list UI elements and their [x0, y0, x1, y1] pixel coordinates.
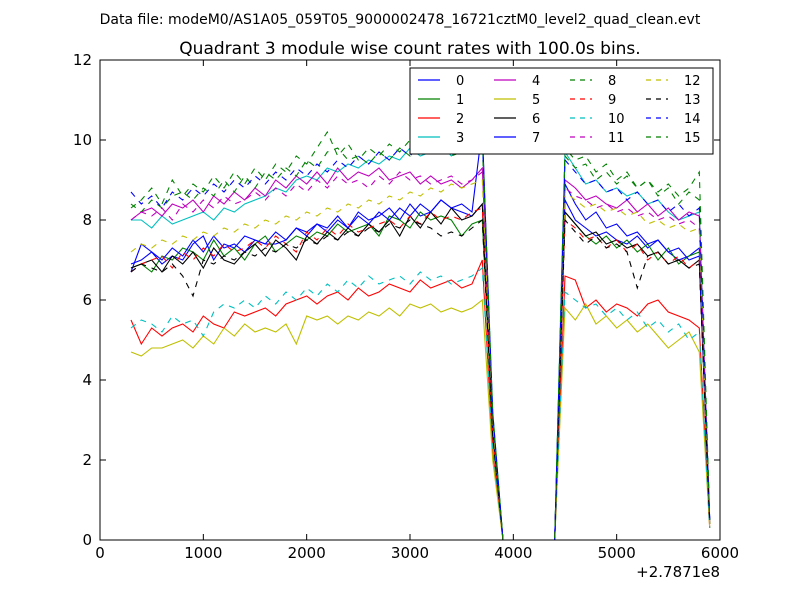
legend-label-6: 6 [532, 112, 540, 127]
x-tick-label: 6000 [701, 544, 739, 562]
legend-label-1: 1 [456, 93, 464, 108]
x-tick-label: 2000 [288, 544, 326, 562]
figure-suptitle: Data file: modeM0/AS1A05_059T05_90000024… [100, 12, 701, 28]
y-tick-label: 12 [73, 51, 92, 69]
series-line-12 [130, 179, 711, 540]
x-tick-label: 4000 [494, 544, 532, 562]
series-line-1 [130, 210, 711, 540]
legend-label-10: 10 [608, 112, 625, 127]
series-line-13 [130, 218, 711, 540]
x-tick-label: 3000 [391, 544, 429, 562]
legend-label-11: 11 [608, 131, 625, 146]
y-tick-label: 10 [73, 131, 92, 149]
legend-label-15: 15 [684, 131, 701, 146]
legend-label-8: 8 [608, 74, 616, 89]
y-tick-label: 8 [82, 211, 92, 229]
series-line-15 [130, 129, 711, 540]
y-tick-label: 6 [82, 291, 92, 309]
legend-label-5: 5 [532, 93, 540, 108]
legend-label-13: 13 [684, 93, 701, 108]
legend-label-14: 14 [684, 112, 701, 127]
series-line-8 [130, 143, 711, 540]
series-line-11 [130, 170, 711, 540]
y-tick-label: 0 [82, 531, 92, 549]
legend-label-9: 9 [608, 93, 616, 108]
legend-label-2: 2 [456, 112, 464, 127]
series-line-3 [131, 138, 711, 540]
series-line-5 [130, 298, 711, 540]
x-tick-label: 5000 [598, 544, 636, 562]
legend-box [409, 67, 714, 155]
x-offset-label: +2.7871e8 [636, 563, 720, 581]
legend-label-0: 0 [456, 74, 464, 89]
x-tick-label: 1000 [184, 544, 222, 562]
series-line-6 [130, 202, 711, 540]
y-tick-label: 4 [82, 371, 92, 389]
series-line-10 [130, 266, 711, 540]
x-axis: 0 1000 2000 3000 4000 5000 6000 [95, 60, 739, 562]
series-line-4 [130, 166, 711, 540]
series-line-2 [130, 259, 711, 540]
legend-label-7: 7 [532, 131, 540, 146]
x-tick-label: 0 [95, 544, 105, 562]
chart-title: Quadrant 3 module wise count rates with … [179, 39, 640, 59]
legend-label-4: 4 [532, 74, 540, 89]
y-tick-label: 2 [82, 451, 92, 469]
legend-label-12: 12 [684, 74, 701, 89]
series-line-0 [130, 197, 711, 540]
legend-label-3: 3 [456, 131, 464, 146]
